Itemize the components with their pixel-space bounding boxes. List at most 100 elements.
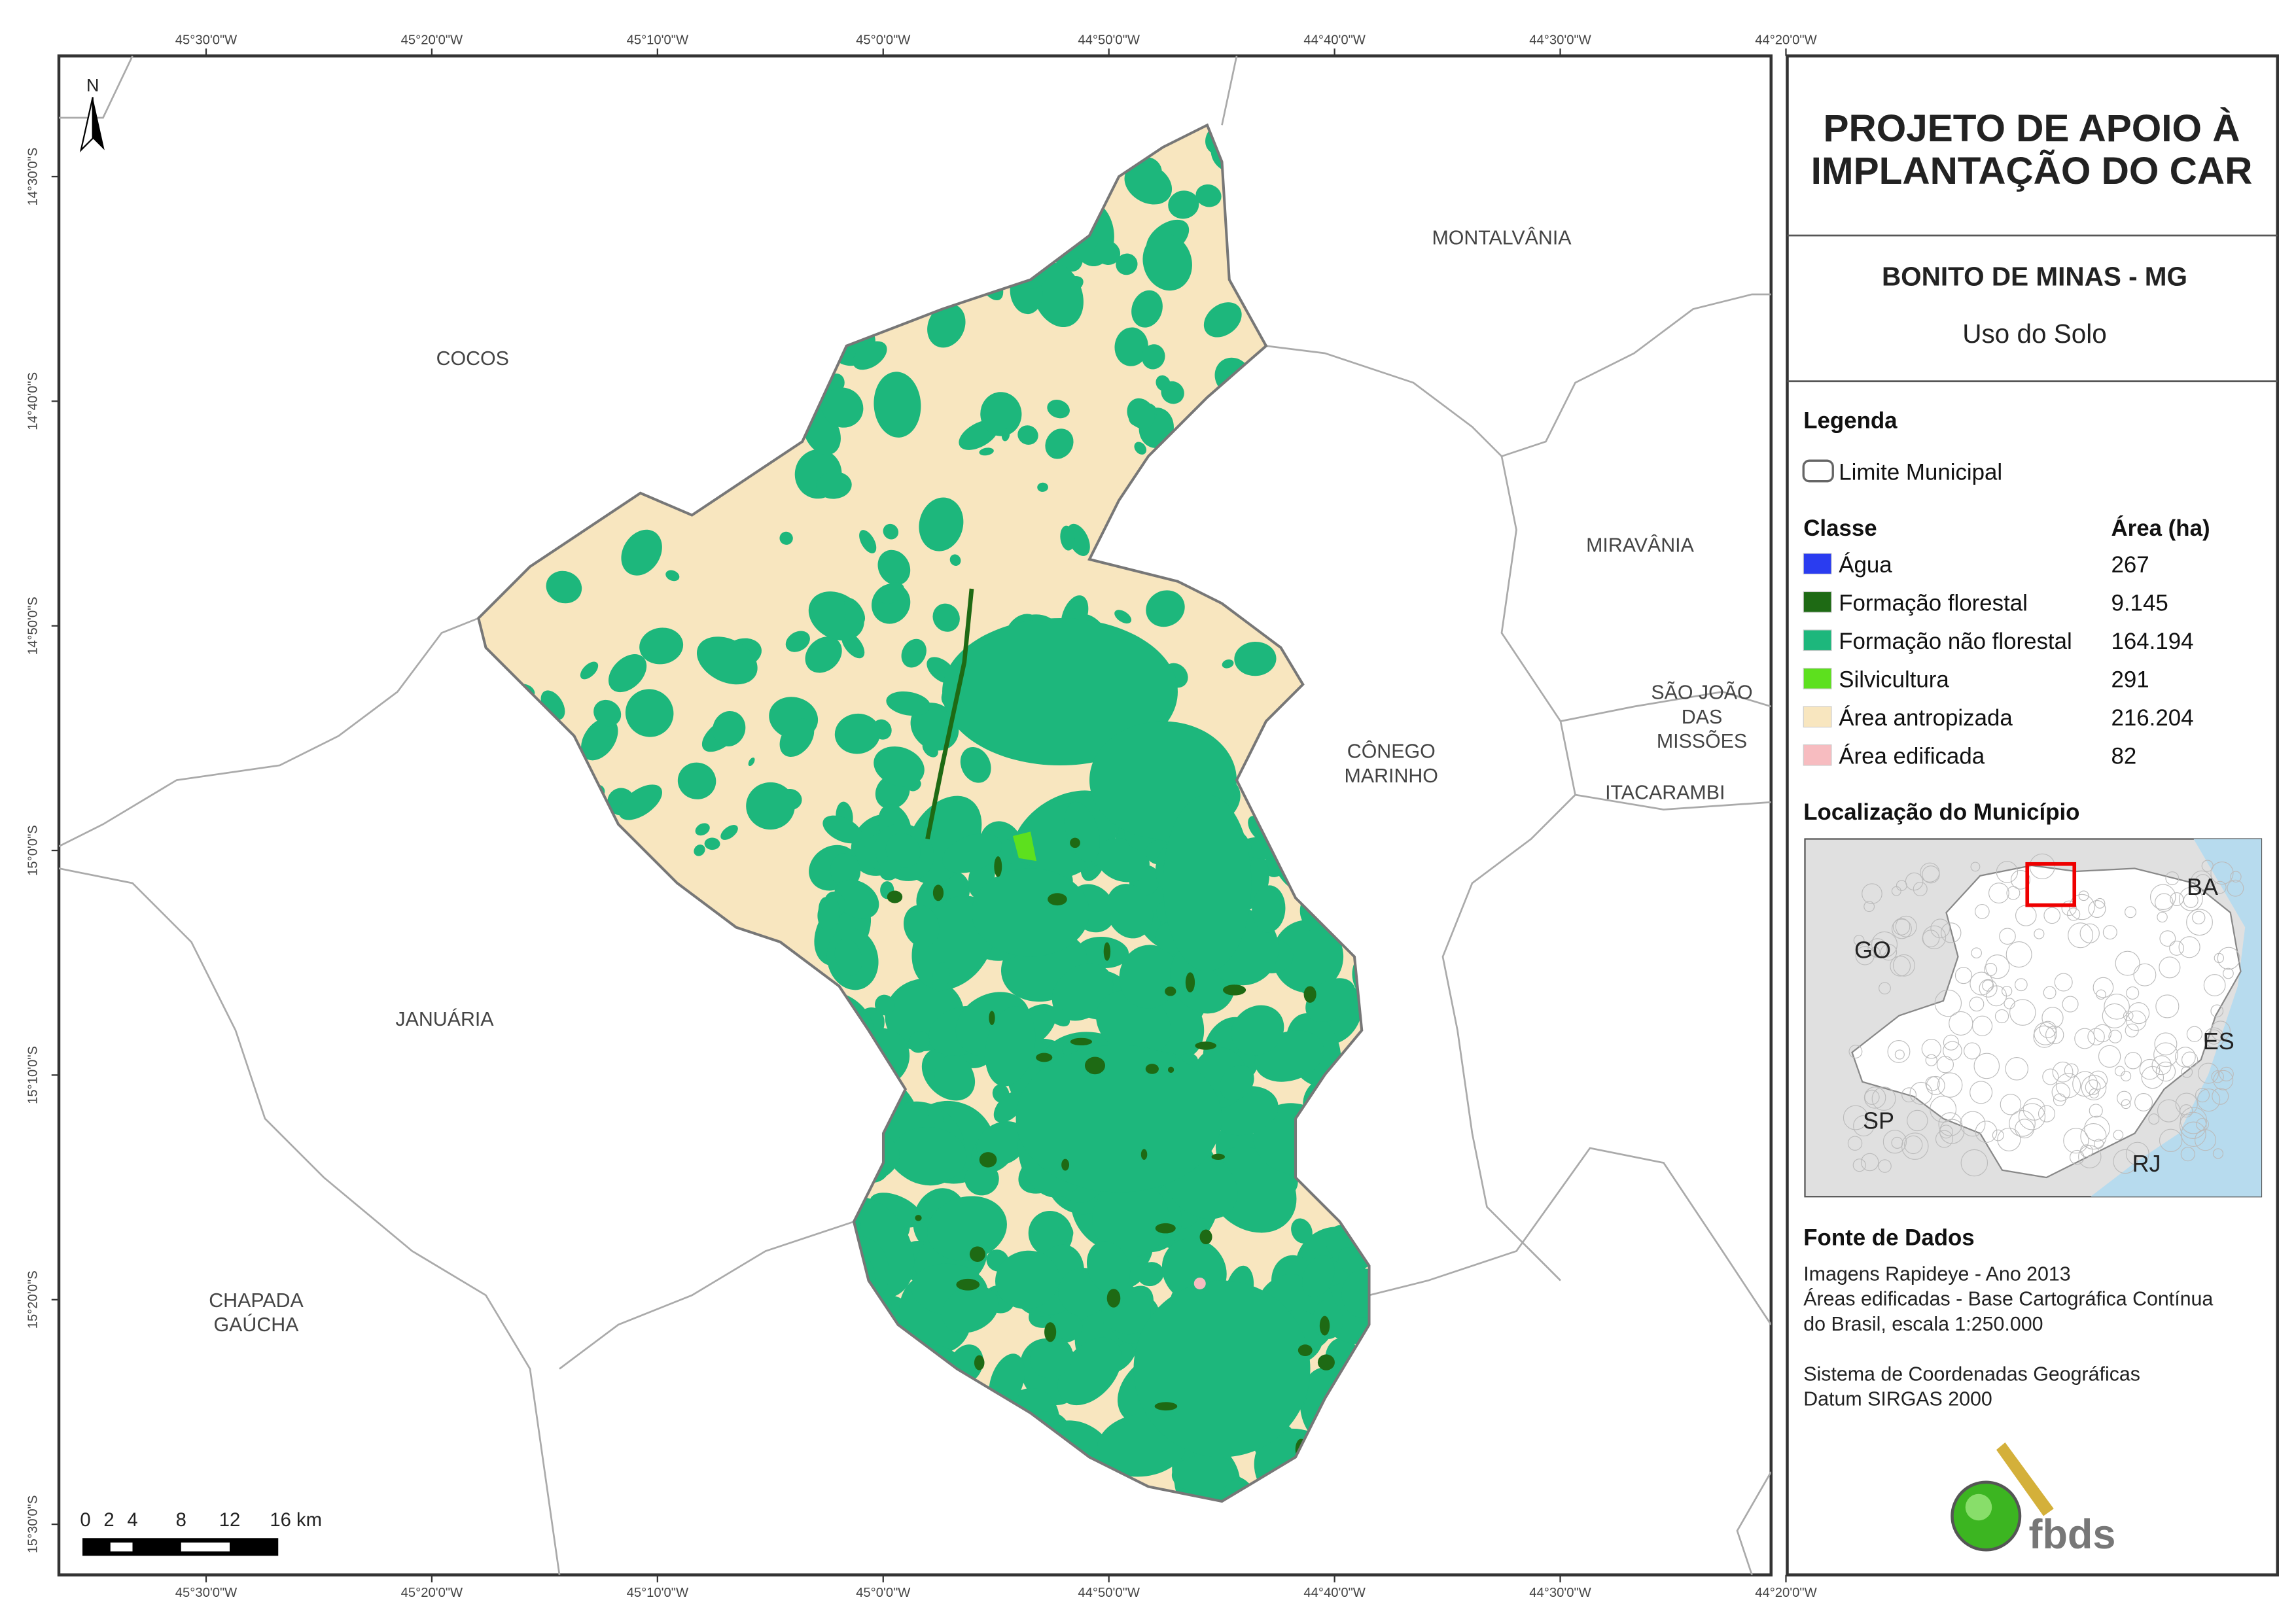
legend-title: Legenda [1803, 408, 1898, 434]
lon-label-top: 45°20'0"W [401, 33, 463, 47]
lon-label-bottom: 45°0'0"W [856, 1586, 911, 1600]
inset-cell [2009, 999, 2036, 1026]
inset-cell [2113, 1130, 2124, 1140]
inset-ocean [2090, 839, 2261, 1197]
inset-cell [2141, 1066, 2164, 1089]
inset-cell [1970, 862, 1981, 872]
land-cover-patch [853, 341, 887, 370]
inset-cell [2051, 1083, 2071, 1102]
land-cover-patch [1046, 1006, 1070, 1026]
land-cover-patch [859, 530, 877, 553]
forest-patch [1223, 985, 1246, 996]
area-header: Área (ha) [2111, 515, 2210, 541]
inset-cell [2074, 1028, 2096, 1049]
lon-label-bottom: 44°30'0"W [1529, 1586, 1591, 1600]
inset-cell [2015, 1119, 2035, 1139]
land-cover-patch [581, 718, 618, 761]
lon-label-top: 44°50'0"W [1078, 33, 1140, 47]
inset-cell [2104, 994, 2130, 1020]
legend-class: Água [1839, 552, 1892, 578]
land-cover-patch [639, 627, 684, 665]
municipality-label: DAS [1682, 707, 1722, 728]
legend-class: Formação florestal [1839, 591, 2028, 616]
inset-cell [2009, 1110, 2036, 1137]
land-cover-patch [608, 654, 647, 693]
inset-cell [2117, 1091, 2132, 1106]
municipality-label: MIRAVÂNIA [1586, 535, 1695, 557]
municipality-label: SÃO JOÃO [1651, 682, 1752, 704]
forest-patch [1199, 1229, 1212, 1245]
inset-cell [1871, 1087, 1896, 1111]
inset-cell [2203, 974, 2226, 996]
inset-cell [2157, 911, 2168, 923]
scale-bar-segment [181, 1542, 230, 1552]
legend-swatch [1803, 553, 1832, 575]
land-cover-patch [1134, 442, 1147, 455]
forest-patch [1084, 1056, 1106, 1075]
forest-patch [1155, 1223, 1176, 1234]
land-cover-patch [1156, 375, 1171, 391]
land-cover-patch [960, 746, 991, 783]
land-cover-patch [927, 304, 966, 348]
inset-cell [2114, 1066, 2125, 1077]
boundary-label: Limite Municipal [1839, 459, 2002, 485]
forest-patch [994, 856, 1002, 877]
scale-bar-segment [110, 1542, 133, 1552]
land-cover-patch [1001, 428, 1010, 442]
land-cover-patch [985, 1006, 1036, 1087]
inset-cell [1863, 901, 1875, 913]
inset-cell [1996, 861, 2019, 883]
inset-cell [1964, 1042, 1981, 1060]
land-cover-patch [1234, 641, 1277, 676]
inset-cell [2043, 986, 2057, 1000]
side-panel [1786, 54, 2279, 1577]
state-label: RJ [2132, 1150, 2161, 1177]
lon-label-bottom: 44°20'0"W [1755, 1586, 1817, 1600]
inset-cell [2045, 1025, 2064, 1045]
built-patch [1193, 1277, 1206, 1289]
lon-label-top: 44°30'0"W [1529, 33, 1591, 47]
inset-cell [1926, 1075, 1945, 1095]
land-cover-patch [713, 710, 746, 747]
inset-cell [1921, 1039, 1941, 1059]
legend-area: 291 [2111, 667, 2149, 693]
inset-cell [2126, 986, 2140, 1000]
legend-class: Área antropizada [1839, 705, 2013, 731]
land-cover-patch [694, 845, 705, 856]
lat-label: 14°40'0"S [26, 372, 40, 430]
inset-cell [1890, 955, 1911, 977]
source-line: Áreas edificadas - Base Cartográfica Con… [1803, 1289, 2213, 1310]
inset-cell [1975, 1121, 1998, 1143]
inset-cell [1907, 1109, 1928, 1132]
forest-patch [1195, 1041, 1217, 1050]
inset-cell [2084, 1115, 2110, 1142]
inset-cell [2159, 956, 2181, 979]
land-cover-patch [942, 618, 1178, 765]
land-cover-patch [1222, 659, 1234, 669]
inset-cell [2180, 1147, 2195, 1162]
inset-cell [2170, 892, 2184, 907]
inset-cell [2148, 1113, 2160, 1125]
inset-cell [1903, 1135, 1923, 1155]
legend-area: 9.145 [2111, 591, 2168, 616]
source-line: do Brasil, escala 1:250.000 [1803, 1314, 2043, 1335]
inset-cell [2159, 1128, 2183, 1153]
inset-cell [1943, 1041, 1962, 1060]
inset-cell [2155, 1061, 2176, 1082]
forest-patch [1106, 1289, 1121, 1308]
land-cover-patch [1057, 1223, 1074, 1242]
legend-swatch [1803, 667, 1832, 689]
land-cover-patch [922, 741, 938, 758]
inset-cell [2175, 1092, 2198, 1115]
inset-cell [2080, 1123, 2107, 1150]
land-cover-patch [901, 638, 927, 668]
inset-cell [1848, 1045, 1863, 1058]
boundary-line [1736, 1471, 1771, 1575]
municipality-label: GAÚCHA [214, 1314, 300, 1336]
land-cover-patch [1302, 1255, 1335, 1297]
inset-cell [2149, 884, 2176, 910]
inset-cell [2038, 1105, 2056, 1123]
location-title: Localização do Município [1803, 799, 2079, 825]
boundary-swatch [1802, 459, 1834, 483]
inset-cell [2196, 1117, 2209, 1131]
